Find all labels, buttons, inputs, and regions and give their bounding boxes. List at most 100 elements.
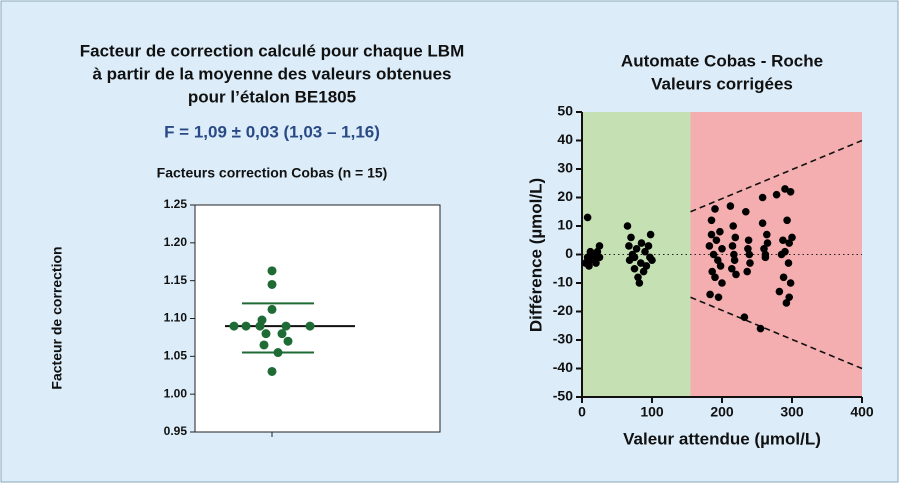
data-point: [714, 256, 722, 265]
y-tick-label: -40: [553, 359, 573, 375]
data-point: [742, 207, 750, 216]
data-point: [644, 242, 653, 250]
annotation: F = 1,09 ± 0,03 (1,03 – 1,16): [164, 122, 380, 141]
data-point: [730, 256, 739, 265]
y-axis-label: Différence (µmol/L): [526, 178, 545, 332]
data-point: [281, 321, 291, 331]
limit-line: [690, 139, 863, 213]
data-point: [646, 230, 655, 239]
y-tick-label: 30: [557, 160, 573, 176]
data-point: [642, 262, 651, 270]
data-point: [585, 262, 593, 270]
chart-title: Valeurs corrigées: [651, 74, 793, 93]
plot-area: [194, 204, 441, 433]
data-point: [707, 216, 716, 225]
data-point: [583, 213, 592, 222]
data-point: [637, 259, 645, 267]
data-point: [714, 293, 723, 302]
data-point: [763, 230, 771, 239]
data-point: [763, 239, 772, 247]
data-point: [259, 340, 269, 350]
y-tick-label: 0.95: [164, 424, 188, 438]
y-tick-label: -50: [553, 388, 573, 404]
data-point: [756, 324, 765, 333]
y-tick-label: -20: [553, 302, 573, 318]
y-tick-label: 1.20: [164, 235, 188, 249]
data-point: [781, 185, 789, 193]
x-axis-label: Valeur attendue (µmol/L): [623, 429, 821, 448]
chart-title: Automate Cobas - Roche: [621, 51, 823, 70]
data-point: [708, 267, 716, 276]
data-point: [709, 250, 718, 259]
data-point: [744, 245, 752, 253]
data-point: [731, 233, 740, 242]
data-point: [627, 233, 635, 242]
data-point: [786, 188, 795, 196]
y-tick-label: 1.05: [164, 349, 188, 363]
data-point: [744, 236, 753, 245]
data-point: [718, 279, 726, 287]
data-point: [730, 250, 738, 259]
data-point: [712, 236, 721, 245]
data-point: [632, 245, 641, 253]
data-point: [241, 321, 251, 331]
data-point: [593, 247, 602, 256]
data-point: [785, 239, 793, 247]
limit-line: [690, 296, 863, 370]
data-point: [760, 245, 768, 253]
y-tick-label: 1.25: [164, 197, 188, 211]
data-point: [718, 245, 726, 253]
data-point: [634, 273, 642, 282]
data-point: [772, 190, 781, 199]
data-point: [740, 313, 749, 322]
data-point: [273, 348, 283, 358]
data-point: [716, 262, 725, 270]
data-point: [592, 259, 600, 267]
data-point: [277, 329, 287, 339]
chart-title: Facteur de correction calculé pour chaqu…: [80, 41, 464, 60]
chart-subtitle: Facteurs correction Cobas (n = 15): [157, 165, 388, 181]
data-point: [707, 230, 716, 239]
chart-title: pour l’étalon BE1805: [188, 87, 356, 106]
data-point: [625, 242, 633, 250]
data-point: [781, 247, 789, 256]
data-point: [595, 242, 604, 250]
x-tick-label: 400: [850, 404, 874, 420]
data-point: [630, 253, 639, 262]
data-point: [706, 290, 714, 299]
data-point: [728, 242, 737, 250]
x-tick-label: 200: [710, 404, 734, 420]
data-point: [743, 267, 751, 276]
x-tick-label: 0: [578, 404, 586, 420]
y-axis-label: Facteur de correction: [49, 246, 65, 389]
data-point: [782, 299, 791, 307]
data-point: [711, 273, 719, 282]
data-point: [786, 279, 795, 287]
y-tick-label: 0: [565, 245, 573, 261]
data-point: [261, 329, 271, 339]
y-tick-label: 50: [557, 103, 573, 119]
data-point: [305, 321, 315, 331]
y-tick-label: 20: [557, 188, 573, 204]
data-point: [761, 250, 770, 259]
data-point: [267, 266, 277, 276]
data-point: [779, 236, 787, 245]
data-point: [728, 264, 736, 273]
data-point: [267, 279, 277, 289]
data-point: [705, 242, 714, 250]
data-point: [758, 193, 767, 202]
data-point: [255, 321, 265, 331]
data-point: [637, 239, 646, 247]
x-tick-label: 300: [780, 404, 804, 420]
data-point: [623, 222, 632, 230]
data-point: [635, 279, 644, 287]
y-tick-label: -10: [553, 274, 573, 290]
data-point: [641, 247, 649, 256]
data-point: [630, 264, 639, 273]
data-point: [283, 336, 293, 346]
data-point: [726, 202, 735, 210]
y-tick-label: 1.00: [164, 386, 188, 400]
data-point: [788, 233, 796, 242]
data-point: [732, 270, 740, 279]
